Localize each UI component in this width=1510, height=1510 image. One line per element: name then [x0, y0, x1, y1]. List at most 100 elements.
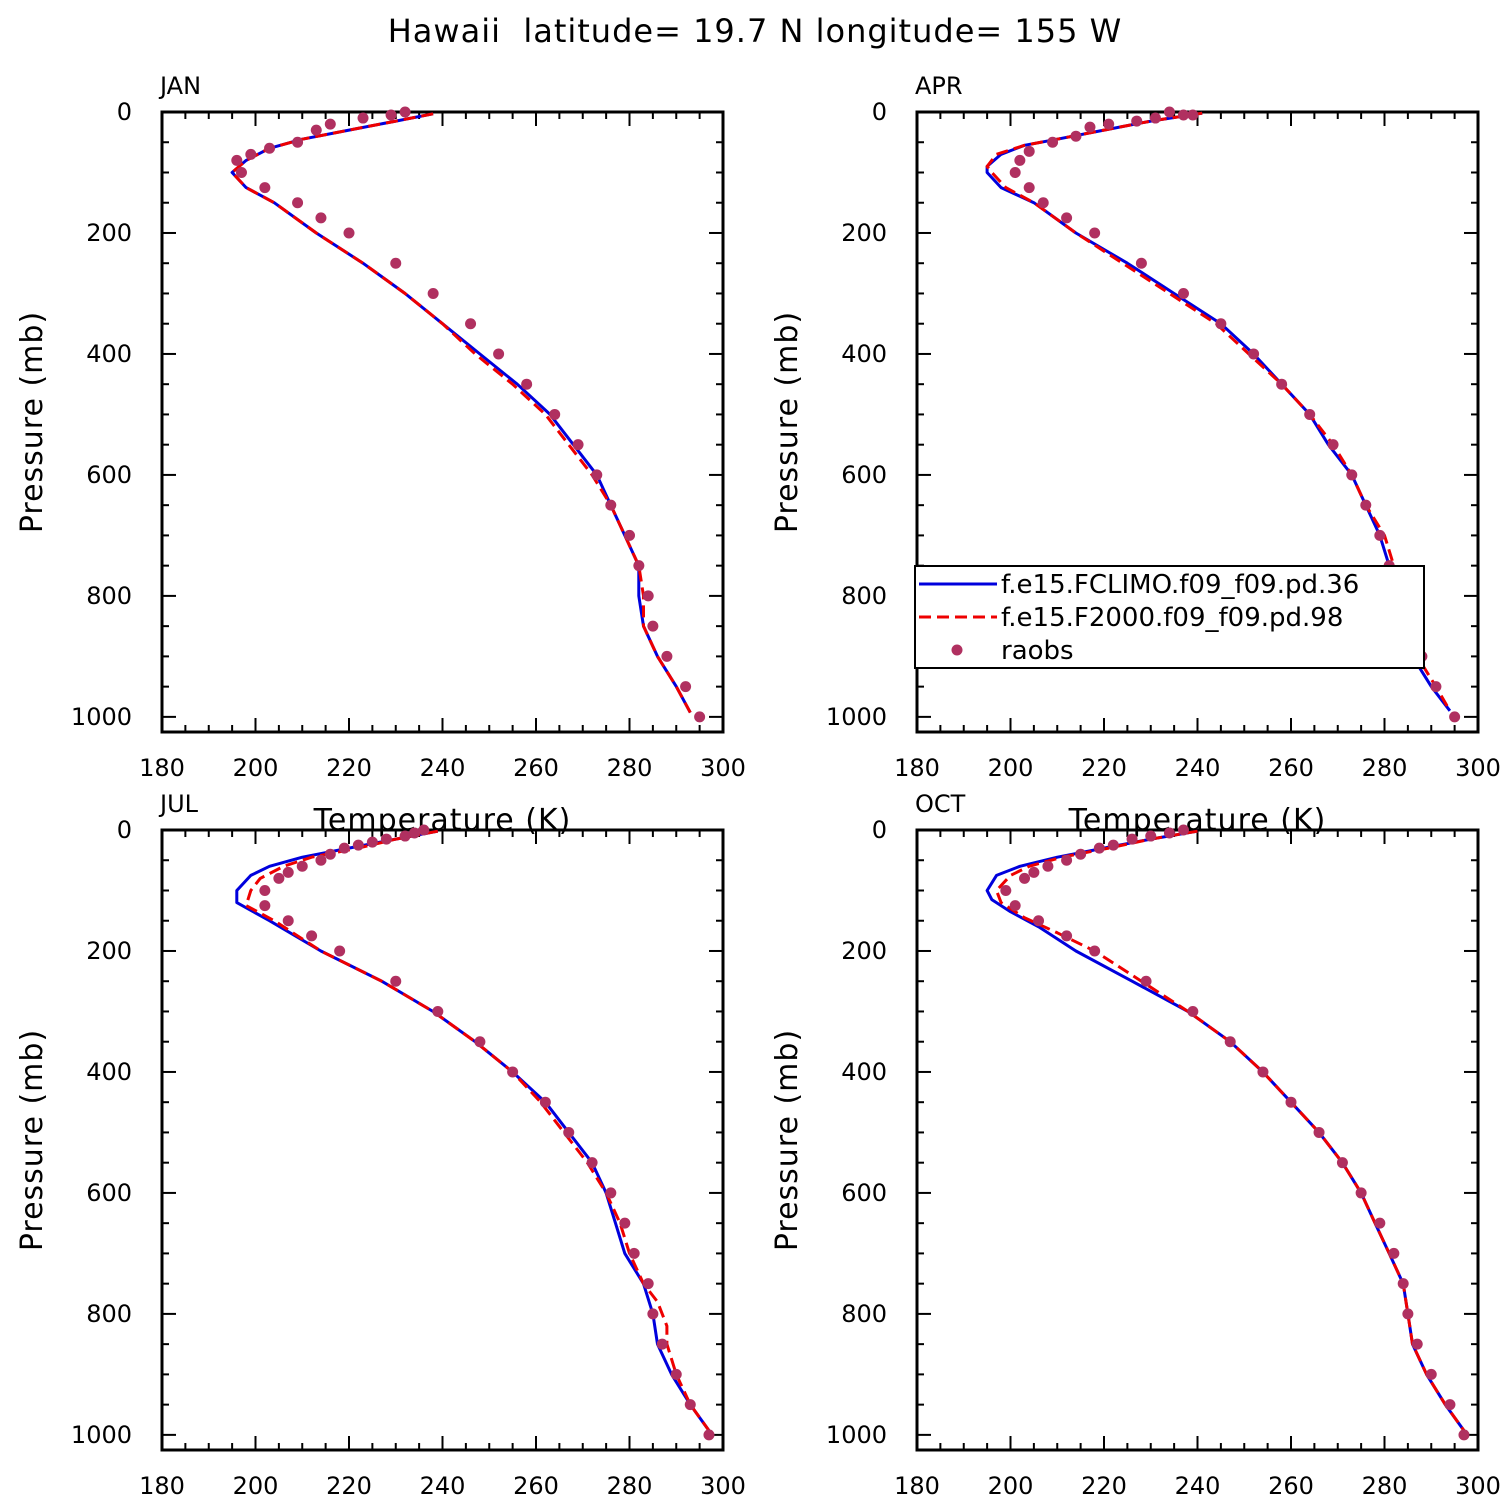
panel-label: JAN [158, 72, 201, 100]
raobs-point [1009, 900, 1021, 912]
raobs-point [390, 257, 402, 269]
raobs-point [1374, 529, 1386, 541]
raobs-point [380, 833, 392, 845]
raobs-point [1061, 930, 1073, 942]
legend-label: f.e15.F2000.f09_f09.pd.98 [1001, 603, 1343, 633]
raobs-point [1411, 1338, 1423, 1350]
y-tick-label: 200 [841, 219, 887, 247]
raobs-point [1177, 109, 1189, 121]
y-tick-label: 200 [86, 219, 132, 247]
x-tick-label: 220 [326, 754, 372, 782]
raobs-point [352, 839, 364, 851]
raobs-point [338, 842, 350, 854]
raobs-point [1336, 1157, 1348, 1169]
raobs-point [1425, 1368, 1437, 1380]
raobs-point [1430, 681, 1442, 693]
raobs-point [427, 287, 439, 299]
raobs-point [1163, 106, 1175, 118]
y-tick-label: 1000 [826, 703, 887, 731]
raobs-point [656, 1338, 668, 1350]
y-tick-label: 0 [872, 816, 887, 844]
x-tick-label: 260 [1268, 1472, 1314, 1500]
raobs-point [1023, 145, 1035, 157]
raobs-point [1089, 945, 1101, 957]
chart-apr: APR 180 200 220 240 260 280 300 0 200 400 600 800 100… [770, 72, 1501, 838]
raobs-point [1402, 1308, 1414, 1320]
raobs-point [1449, 711, 1461, 723]
raobs-point [493, 348, 505, 360]
x-tick-label: 280 [607, 1472, 653, 1500]
y-tick-label: 0 [872, 98, 887, 126]
y-tick-label: 400 [86, 1058, 132, 1086]
x-tick-label: 180 [139, 754, 185, 782]
raobs-point [334, 945, 346, 957]
raobs-point [642, 1278, 654, 1290]
raobs-point [694, 711, 706, 723]
x-tick-label: 240 [1175, 754, 1221, 782]
raobs-point [1149, 112, 1161, 124]
raobs-point [661, 650, 673, 662]
raobs-point [1103, 118, 1115, 130]
raobs-point [296, 860, 308, 872]
raobs-point [259, 182, 271, 194]
raobs-point [1304, 408, 1316, 420]
raobs-point [1355, 1187, 1367, 1199]
chart-jul: JUL 180 200 220 240 260 280 300 0 200 400 600 800 100… [15, 790, 746, 1500]
raobs-point [1140, 975, 1152, 987]
x-tick-label: 220 [1081, 754, 1127, 782]
raobs-point [1346, 469, 1358, 481]
raobs-point [539, 1096, 551, 1108]
raobs-point [1248, 348, 1260, 360]
raobs-point [390, 975, 402, 987]
y-tick-label: 400 [841, 340, 887, 368]
raobs-point [1019, 872, 1031, 884]
raobs-point [418, 824, 430, 836]
y-tick-label: 200 [86, 937, 132, 965]
raobs-point [1037, 197, 1049, 209]
raobs-point [1093, 842, 1105, 854]
y-tick-label: 800 [841, 582, 887, 610]
x-tick-label: 180 [894, 754, 940, 782]
raobs-point [343, 227, 355, 239]
x-tick-label: 260 [1268, 754, 1314, 782]
raobs-point [1070, 130, 1082, 142]
raobs-point [1028, 866, 1040, 878]
y-tick-label: 600 [841, 461, 887, 489]
raobs-point [1458, 1429, 1470, 1441]
raobs-point [1131, 115, 1143, 127]
legend-label: raobs [1001, 636, 1074, 666]
chart-jan: JAN 180 200 220 240 260 280 300 0 200 400 600 800 100… [15, 72, 746, 838]
x-tick-label: 200 [988, 754, 1034, 782]
panel-label: APR [915, 72, 963, 100]
y-tick-label: 0 [117, 98, 132, 126]
x-tick-label: 300 [700, 1472, 746, 1500]
raobs-point [647, 620, 659, 632]
x-tick-label: 260 [513, 1472, 559, 1500]
raobs-point [1135, 257, 1147, 269]
plot-frame [160, 110, 725, 734]
raobs-point [647, 1308, 659, 1320]
x-tick-label: 200 [233, 1472, 279, 1500]
raobs-point [315, 854, 327, 866]
plot-frame [915, 828, 1480, 1452]
raobs-point [605, 499, 617, 511]
y-tick-label: 800 [86, 582, 132, 610]
raobs-point [1000, 884, 1012, 896]
raobs-point [624, 529, 635, 541]
raobs-point [399, 106, 411, 118]
x-tick-label: 280 [1362, 754, 1408, 782]
raobs-point [1360, 499, 1372, 511]
raobs-point [680, 681, 692, 693]
panel-label: OCT [915, 790, 966, 818]
y-tick-label: 400 [86, 340, 132, 368]
x-tick-label: 200 [233, 754, 279, 782]
raobs-point [703, 1429, 715, 1441]
raobs-point [292, 197, 304, 209]
raobs-point [670, 1368, 682, 1380]
raobs-point [642, 590, 654, 602]
raobs-point [1163, 827, 1175, 839]
y-tick-label: 0 [117, 816, 132, 844]
raobs-point [1089, 227, 1101, 239]
x-tick-label: 260 [513, 754, 559, 782]
y-axis-title: Pressure (mb) [770, 1029, 805, 1251]
